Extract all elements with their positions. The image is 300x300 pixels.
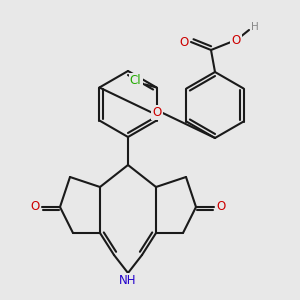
- Text: NH: NH: [119, 274, 137, 287]
- Text: O: O: [179, 35, 189, 49]
- Text: O: O: [231, 34, 241, 46]
- Text: Cl: Cl: [130, 74, 141, 87]
- Text: O: O: [216, 200, 226, 214]
- Text: H: H: [251, 22, 259, 32]
- Text: O: O: [30, 200, 40, 214]
- Text: O: O: [153, 106, 162, 119]
